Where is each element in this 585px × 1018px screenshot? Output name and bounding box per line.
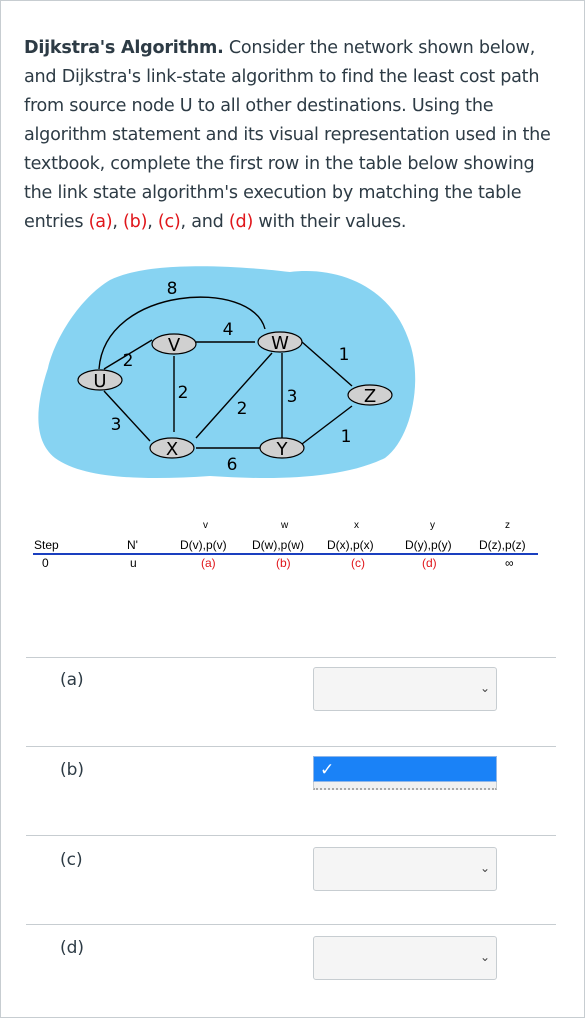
ref-b: (b) <box>123 212 148 232</box>
svg-text:U: U <box>93 371 106 392</box>
cost-u-v: 2 <box>123 351 134 371</box>
question-title: Dijkstra's Algorithm. <box>24 38 224 58</box>
answer-select-c[interactable]: ⌄ <box>313 847 497 891</box>
chevron-down-icon: ⌄ <box>479 861 490 875</box>
cost-u-w: 8 <box>167 279 178 299</box>
col-v-top: v <box>203 520 208 531</box>
row-separator <box>26 746 556 747</box>
node-y: Y <box>259 437 305 460</box>
col-x-header: D(x),p(x) <box>327 538 374 552</box>
row0-nprime: u <box>130 556 137 570</box>
sep-2: , <box>147 212 158 232</box>
row0-z: ∞ <box>505 556 514 570</box>
node-v: V <box>151 333 197 356</box>
node-u: U <box>77 369 123 392</box>
answer-label-d: (d) <box>60 938 85 958</box>
col-y-top: y <box>430 520 435 531</box>
col-y-header: D(y),p(y) <box>405 538 452 552</box>
edge-y-z <box>301 405 353 445</box>
col-w-header: D(w),p(w) <box>252 538 304 552</box>
dropdown-list-edge <box>313 782 497 790</box>
cost-y-z: 1 <box>341 427 352 447</box>
edge-u-w <box>98 296 266 370</box>
svg-text:X: X <box>166 439 178 460</box>
row-separator <box>26 835 556 836</box>
answer-select-b[interactable]: ✓ <box>313 756 497 790</box>
network-cloud <box>38 266 416 479</box>
row0-v: (a) <box>201 556 216 570</box>
svg-text:Z: Z <box>364 386 376 407</box>
answer-select-a[interactable]: ⌄ <box>313 667 497 711</box>
chevron-down-icon: ⌄ <box>479 681 490 695</box>
table-header-line <box>33 553 538 555</box>
answer-label-a: (a) <box>60 670 84 690</box>
node-x: X <box>149 437 195 460</box>
question-text: Dijkstra's Algorithm. Consider the netwo… <box>24 34 564 237</box>
question-body-1: Consider the network shown below, and Di… <box>24 38 551 232</box>
edge-w-z <box>301 341 353 387</box>
col-v-header: D(v),p(v) <box>180 538 227 552</box>
svg-text:Y: Y <box>276 439 289 460</box>
sep-1: , <box>112 212 124 232</box>
answer-label-b: (b) <box>60 760 85 780</box>
sep-3: , and <box>180 212 229 232</box>
question-body-2: with their values. <box>253 212 407 232</box>
svg-text:W: W <box>271 333 289 354</box>
network-diagram: U V W X Y Z 8 4 2 1 2 2 3 3 1 6 <box>38 266 416 479</box>
cost-w-z: 1 <box>339 345 350 365</box>
col-x-top: x <box>354 520 359 531</box>
cost-x-w: 2 <box>237 399 248 419</box>
row-separator <box>26 657 556 658</box>
col-nprime-header: N' <box>127 538 138 552</box>
svg-text:V: V <box>168 335 181 356</box>
edge-u-v <box>103 339 153 370</box>
check-icon: ✓ <box>320 760 335 779</box>
col-step-header: Step <box>34 538 59 552</box>
row0-step: 0 <box>42 556 49 570</box>
node-z: Z <box>347 384 393 407</box>
edge-x-w <box>195 352 273 439</box>
row-separator <box>26 924 556 925</box>
row0-w: (b) <box>276 556 291 570</box>
row0-y: (d) <box>422 556 437 570</box>
cost-x-y: 6 <box>227 455 238 475</box>
answer-label-c: (c) <box>60 850 83 870</box>
chevron-down-icon: ⌄ <box>479 950 490 964</box>
edge-u-x <box>103 390 151 442</box>
ref-d: (d) <box>228 212 254 232</box>
ref-a: (a) <box>88 212 113 232</box>
cost-v-x: 2 <box>178 383 189 403</box>
node-w: W <box>257 331 303 354</box>
col-z-top: z <box>505 520 510 531</box>
answer-select-d[interactable]: ⌄ <box>313 936 497 980</box>
ref-c: (c) <box>157 212 181 232</box>
col-w-top: w <box>281 520 289 531</box>
row0-x: (c) <box>351 556 365 570</box>
dropdown-option-selected[interactable]: ✓ <box>313 756 497 782</box>
cost-v-w: 4 <box>223 320 234 340</box>
col-z-header: D(z),p(z) <box>479 538 526 552</box>
cost-w-y: 3 <box>287 387 298 407</box>
cost-u-x: 3 <box>111 415 122 435</box>
